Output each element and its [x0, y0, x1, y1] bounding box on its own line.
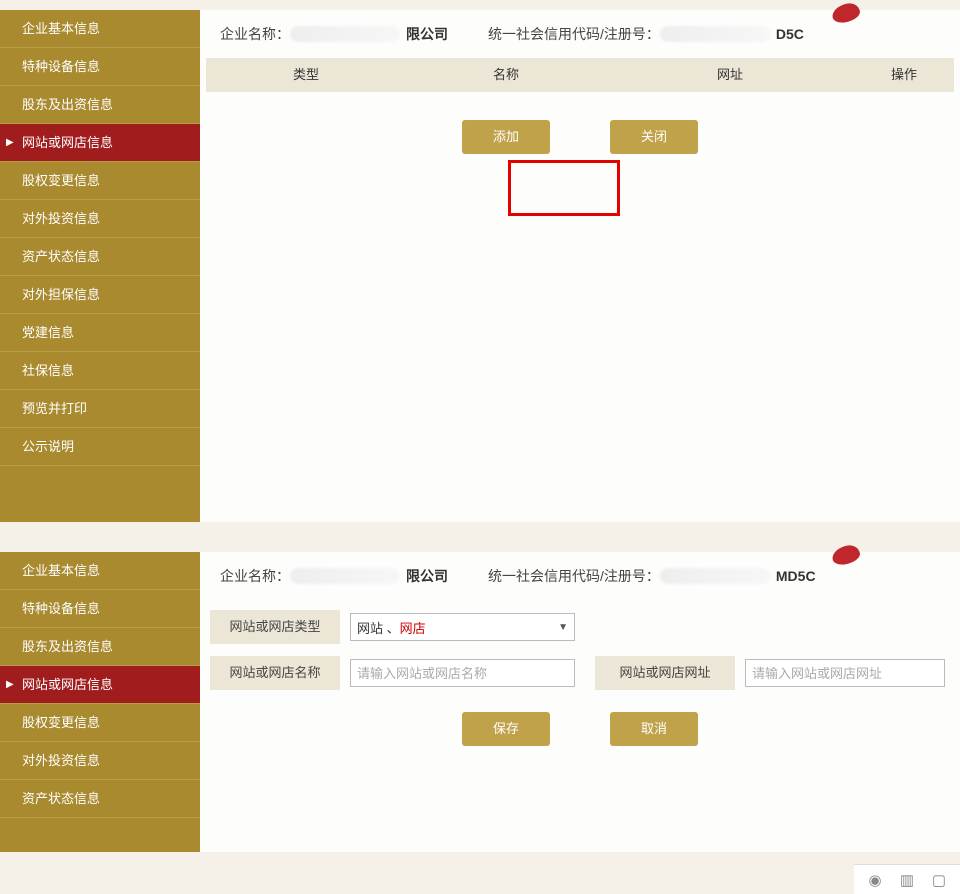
- cancel-button[interactable]: 取消: [610, 712, 698, 746]
- credit-code-redacted: [660, 568, 770, 584]
- sidebar-item-1[interactable]: 特种设备信息: [0, 48, 200, 86]
- sidebar-item-7[interactable]: 对外担保信息: [0, 276, 200, 314]
- save-button[interactable]: 保存: [462, 712, 550, 746]
- sidebar: 企业基本信息特种设备信息股东及出资信息网站或网店信息股权变更信息对外投资信息资产…: [0, 552, 200, 852]
- sidebar-item-1[interactable]: 特种设备信息: [0, 590, 200, 628]
- status-bar: ◉ ▥ ▢: [854, 864, 960, 894]
- col-url: 网址: [606, 58, 854, 92]
- sidebar-item-2[interactable]: 股东及出资信息: [0, 628, 200, 666]
- close-button[interactable]: 关闭: [610, 120, 698, 154]
- sidebar-item-3[interactable]: 网站或网店信息: [0, 124, 200, 162]
- credit-code-suffix: MD5C: [776, 568, 816, 584]
- col-name: 名称: [406, 58, 606, 92]
- chevron-down-icon: ▼: [558, 622, 568, 633]
- table-header: 类型 名称 网址 操作: [206, 58, 954, 92]
- add-button[interactable]: 添加: [462, 120, 550, 154]
- form-row-type: 网站或网店类型 网站 、网店 ▼: [210, 610, 950, 644]
- sidebar-item-6[interactable]: 资产状态信息: [0, 238, 200, 276]
- col-type: 类型: [206, 58, 406, 92]
- panel-list-view: 企业基本信息特种设备信息股东及出资信息网站或网店信息股权变更信息对外投资信息资产…: [0, 10, 960, 522]
- company-name-label: 企业名称：: [220, 24, 290, 44]
- company-name-redacted: [290, 568, 400, 584]
- panel-form-view: 企业基本信息特种设备信息股东及出资信息网站或网店信息股权变更信息对外投资信息资产…: [0, 552, 960, 852]
- button-row: 添加 关闭: [200, 120, 960, 154]
- sidebar: 企业基本信息特种设备信息股东及出资信息网站或网店信息股权变更信息对外投资信息资产…: [0, 10, 200, 522]
- sidebar-item-0[interactable]: 企业基本信息: [0, 552, 200, 590]
- page-icon[interactable]: ▢: [930, 871, 948, 889]
- main-content-form: 企业名称： 限公司 统一社会信用代码/注册号： MD5C 网站或网店类型 网站 …: [200, 552, 960, 852]
- sidebar-item-11[interactable]: 公示说明: [0, 428, 200, 466]
- main-content: 企业名称： 限公司 统一社会信用代码/注册号： D5C 类型 名称 网址 操作 …: [200, 10, 960, 522]
- highlight-add-button: [508, 160, 620, 216]
- sidebar-item-8[interactable]: 党建信息: [0, 314, 200, 352]
- type-select[interactable]: 网站 、网店 ▼: [350, 613, 575, 641]
- name-label: 网站或网店名称: [210, 656, 340, 690]
- credit-code-label: 统一社会信用代码/注册号：: [488, 566, 660, 586]
- sidebar-item-5[interactable]: 对外投资信息: [0, 742, 200, 780]
- url-input[interactable]: [745, 659, 945, 687]
- sidebar-item-5[interactable]: 对外投资信息: [0, 200, 200, 238]
- credit-code-label: 统一社会信用代码/注册号：: [488, 24, 660, 44]
- col-op: 操作: [854, 58, 954, 92]
- form-row-name-url: 网站或网店名称 网站或网店网址: [210, 656, 950, 690]
- sidebar-item-2[interactable]: 股东及出资信息: [0, 86, 200, 124]
- company-name-suffix: 限公司: [406, 566, 448, 586]
- url-label: 网站或网店网址: [595, 656, 735, 690]
- credit-code-suffix: D5C: [776, 26, 804, 42]
- credit-code-redacted: [660, 26, 770, 42]
- type-option-text: 网站 、: [357, 621, 400, 636]
- form-area: 网站或网店类型 网站 、网店 ▼ 网站或网店名称 网站或网店网址 保存 取消: [200, 600, 960, 746]
- form-button-row: 保存 取消: [210, 712, 950, 746]
- type-label: 网站或网店类型: [210, 610, 340, 644]
- sidebar-item-10[interactable]: 预览并打印: [0, 390, 200, 428]
- type-option-red: 网店: [400, 621, 426, 636]
- sidebar-item-0[interactable]: 企业基本信息: [0, 10, 200, 48]
- name-input[interactable]: [350, 659, 575, 687]
- company-name-redacted: [290, 26, 400, 42]
- layout-icon[interactable]: ▥: [898, 871, 916, 889]
- sidebar-item-4[interactable]: 股权变更信息: [0, 704, 200, 742]
- sidebar-item-3[interactable]: 网站或网店信息: [0, 666, 200, 704]
- company-name-suffix: 限公司: [406, 24, 448, 44]
- sidebar-item-4[interactable]: 股权变更信息: [0, 162, 200, 200]
- company-name-label: 企业名称：: [220, 566, 290, 586]
- sidebar-item-6[interactable]: 资产状态信息: [0, 780, 200, 818]
- sidebar-item-9[interactable]: 社保信息: [0, 352, 200, 390]
- eye-icon[interactable]: ◉: [866, 871, 884, 889]
